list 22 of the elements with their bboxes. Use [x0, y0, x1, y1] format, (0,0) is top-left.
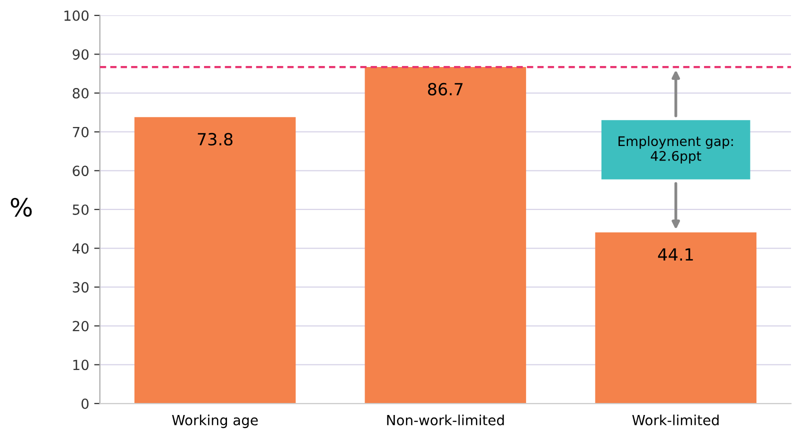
y-tick-label: 90	[72, 49, 89, 60]
y-tick-label: 60	[72, 166, 89, 176]
y-tick-label: 20	[72, 320, 89, 332]
bar	[364, 67, 526, 404]
data-label: 73.8	[198, 132, 232, 146]
annotation: Employment gap: 42.6ppt	[618, 136, 733, 164]
x-tick-label: Working age	[172, 414, 258, 428]
x-tick-label: Work-limited	[632, 414, 719, 426]
y-tick-label: 0	[82, 398, 89, 409]
y-axis-title: %	[10, 198, 32, 217]
y-tick-label: 80	[72, 88, 89, 99]
y-tick-label: 40	[72, 243, 89, 254]
y-tick-label: 10	[73, 360, 89, 370]
y-tick-label: 30	[72, 282, 89, 293]
bar	[134, 117, 296, 404]
y-tick-label: 100	[64, 10, 89, 21]
x-tick-label: Non-work-limited	[387, 414, 504, 426]
data-label: 86.7	[428, 82, 463, 96]
y-tick-label: 70	[72, 126, 89, 138]
y-tick-label: 50	[72, 204, 89, 215]
data-label: 44.1	[658, 248, 693, 261]
bar	[595, 232, 756, 404]
